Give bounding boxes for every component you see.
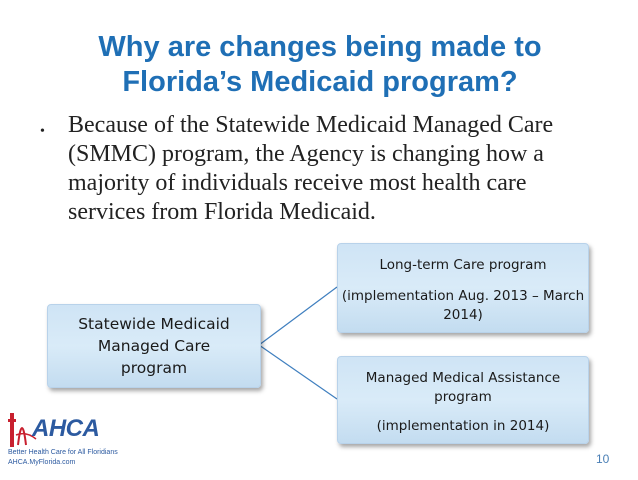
bullet-text: Because of the Statewide Medicaid Manage…	[68, 112, 554, 225]
ahca-logo: AHCA Better Health Care for All Floridia…	[8, 405, 138, 475]
diagram-root-label: Statewide Medicaid Managed Care program	[78, 315, 230, 377]
diagram-child-detail: (implementation in 2014)	[376, 418, 550, 434]
connector-line-top	[258, 286, 338, 346]
ahca-tagline: Better Health Care for All Floridians	[8, 449, 118, 456]
diagram-child-box-long-term-care: Long-term Care program (implementation A…	[337, 243, 589, 333]
bullet-marker: •	[40, 124, 45, 139]
diagram-child-label: Long-term Care program	[379, 257, 547, 273]
diagram-child-label: Managed Medical Assistance program	[365, 370, 561, 405]
ahca-website: AHCA.MyFlorida.com	[8, 459, 76, 466]
slide-title: Why are changes being made to Florida’s …	[98, 31, 542, 98]
page-number: 10	[596, 452, 610, 466]
diagram-child-detail: (implementation Aug. 2013 – March 2014)	[341, 288, 585, 323]
connector-line-bottom	[258, 344, 338, 400]
diagram-child-box-managed-medical-assistance: Managed Medical Assistance program (impl…	[337, 356, 589, 444]
ahca-wordmark: AHCA	[32, 415, 100, 442]
diagram-root-box: Statewide Medicaid Managed Care program	[47, 304, 261, 388]
ahca-logo-graphic	[8, 413, 37, 447]
